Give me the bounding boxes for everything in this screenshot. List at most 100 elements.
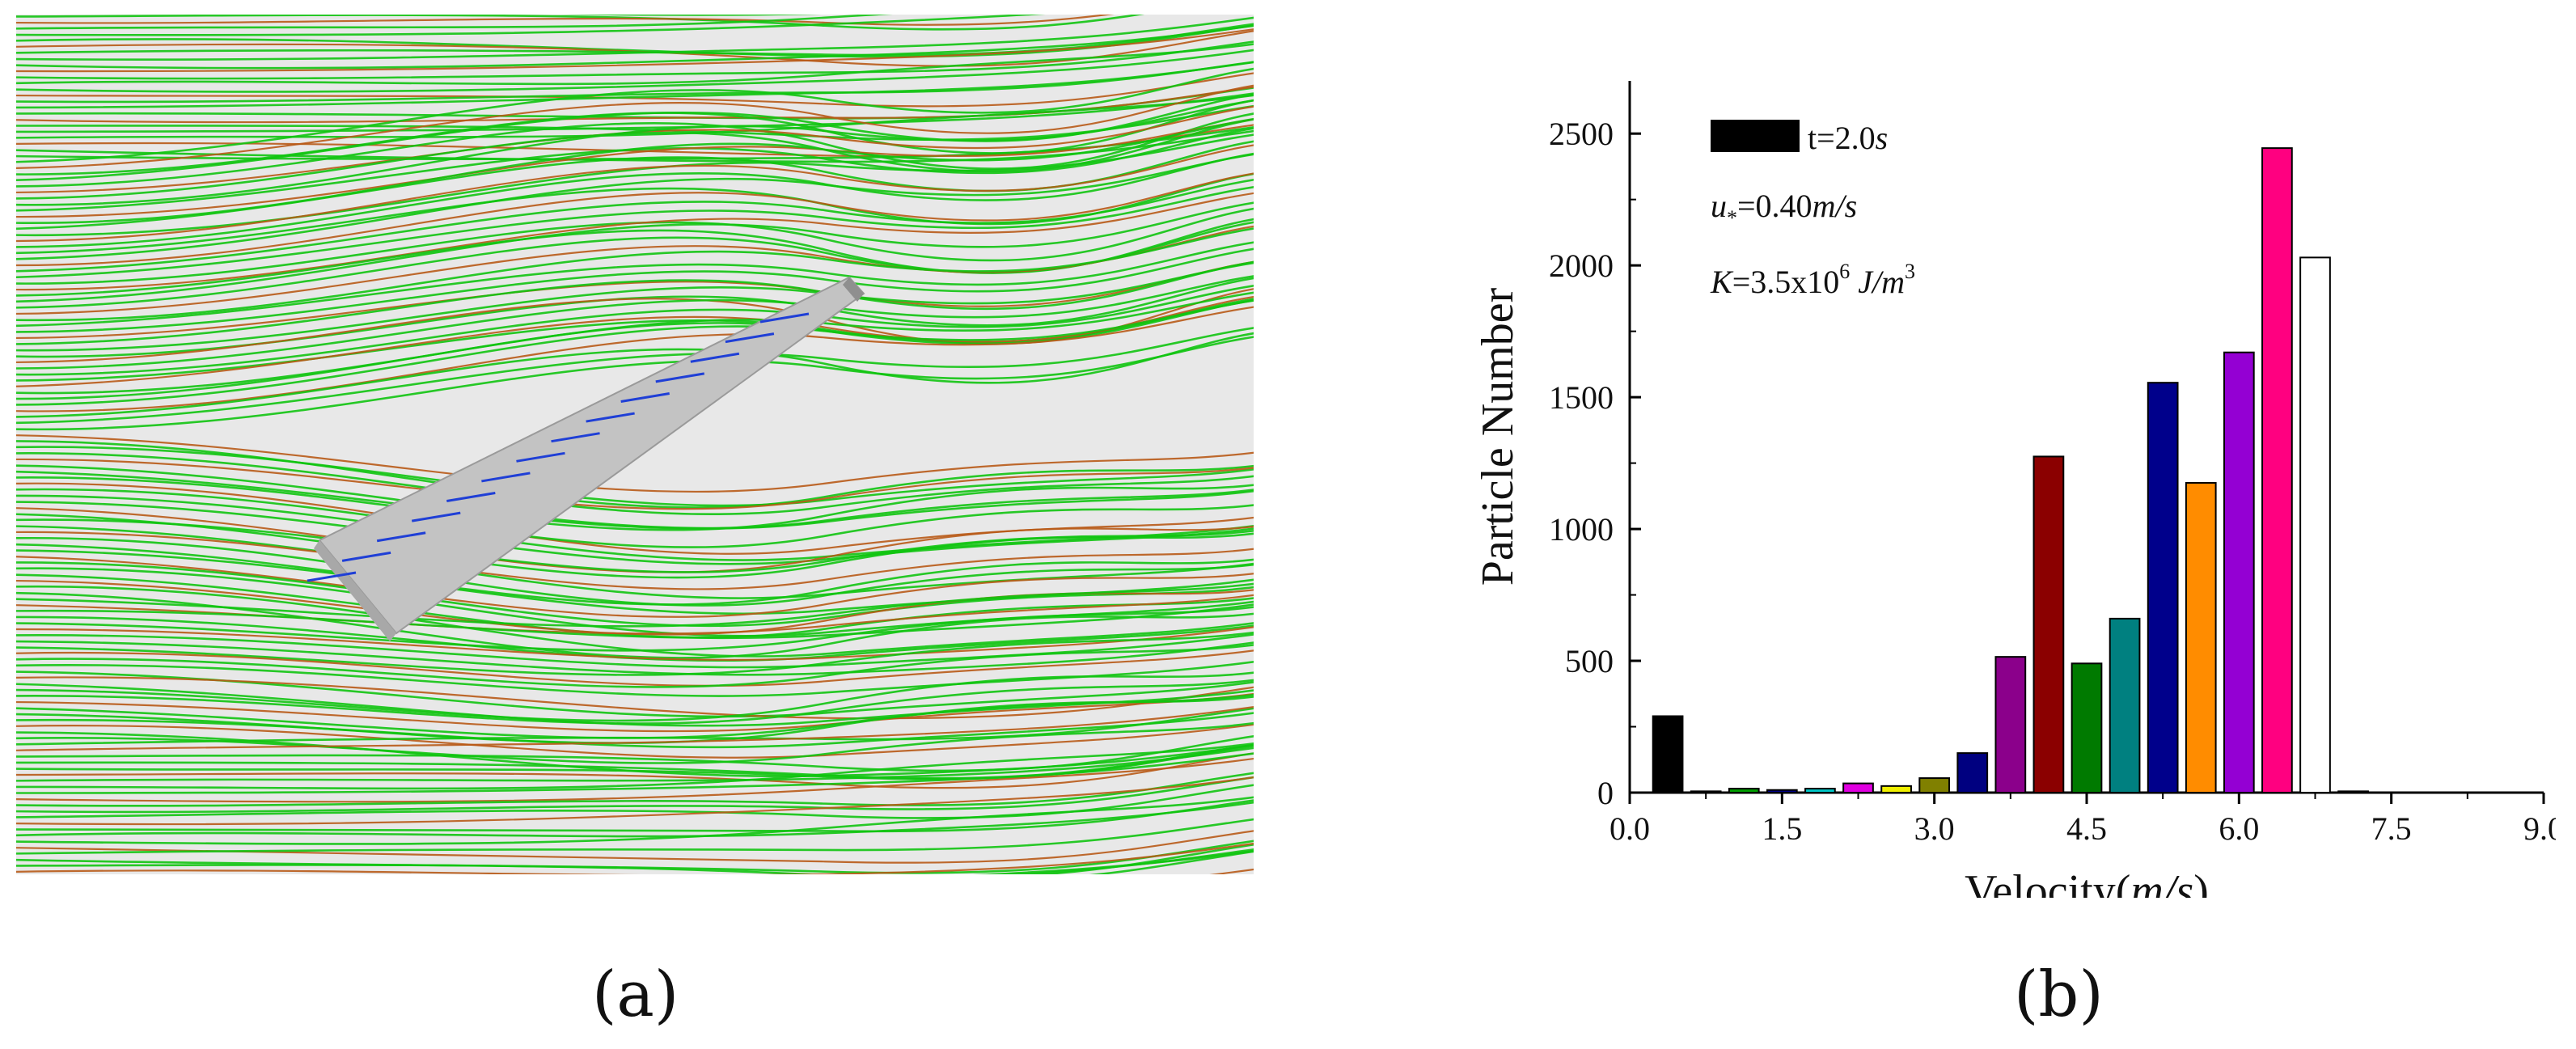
streamline (16, 172, 1254, 267)
streamline (16, 458, 1254, 510)
streamline (16, 30, 1254, 67)
streamline (16, 192, 1254, 291)
x-tick-label: 7.5 (2371, 810, 2412, 847)
streamline (16, 140, 1254, 231)
velocity-vector (516, 451, 565, 463)
streamline (16, 649, 1254, 687)
histogram-bar (2223, 351, 2255, 794)
histogram-bar (2109, 617, 2141, 794)
streamline (16, 744, 1254, 780)
streamline-plot (16, 15, 1254, 874)
streamline (16, 507, 1254, 573)
streamline (1089, 850, 1254, 874)
y-tick-label: 2000 (1549, 247, 1614, 284)
x-tick-label: 9.0 (2523, 810, 2556, 847)
streamline (16, 603, 1254, 640)
panel-b-caption: (b) (2014, 958, 2104, 1031)
histogram-bar (1728, 788, 1760, 793)
velocity-vector (307, 571, 357, 582)
streamline (16, 531, 1254, 590)
streamline (16, 631, 1254, 676)
histogram-bar (2071, 662, 2103, 794)
velocity-vector (376, 531, 426, 543)
streamline (16, 644, 1254, 688)
velocity-vector (690, 352, 740, 363)
streamline (16, 513, 1254, 579)
streamline (16, 633, 1254, 669)
streamline (16, 179, 1254, 273)
streamline (16, 201, 1254, 303)
plate-side (314, 540, 396, 641)
x-tick-label: 4.5 (2066, 810, 2107, 847)
streamline (16, 153, 1254, 260)
streamline (16, 24, 1254, 70)
histogram-bar (2299, 256, 2331, 793)
velocity-vector (341, 551, 391, 562)
y-tick-label: 1500 (1549, 379, 1614, 416)
streamline (16, 43, 1254, 86)
velocity-vector (725, 332, 775, 344)
velocity-vector (481, 472, 531, 483)
histogram-bar (2185, 482, 2217, 793)
streamline (974, 849, 1254, 874)
legend-entry-time: t=2.0s (1808, 120, 1888, 156)
chart-tick-labels: 0 500 1000 1500 2000 2500 0.0 1.5 3.0 4.5 6.0 7.5 9.… (1549, 116, 2556, 847)
histogram-bar (1842, 782, 1874, 793)
streamline (16, 706, 1254, 751)
streamline (16, 16, 1254, 61)
histogram-bar (2261, 147, 2293, 794)
legend-entry-bond-energy: K=3.5x106 J/m3 (1710, 260, 1915, 300)
streamline (16, 221, 1254, 309)
streamline (16, 247, 1254, 333)
streamline (16, 482, 1254, 555)
streamline (16, 84, 1254, 169)
histogram-bar (1880, 785, 1912, 794)
streamline (16, 776, 1254, 826)
streamline (16, 801, 1254, 838)
x-axis-label: Velocity(m/s) (1965, 866, 2209, 898)
streamline (16, 830, 1254, 864)
streamline (16, 93, 1254, 181)
y-axis-label: Particle Number (1473, 287, 1523, 586)
streamline (16, 660, 1254, 697)
x-tick-label: 0.0 (1609, 810, 1650, 847)
streamline (16, 582, 1254, 628)
streamline (16, 49, 1254, 93)
legend-swatch (1711, 120, 1800, 152)
chart-legend: t=2.0s u*=0.40m/s K=3.5x106 J/m3 (1710, 120, 1915, 300)
streamline (16, 99, 1254, 206)
histogram-bar (2147, 382, 2179, 793)
panel-a-caption: (a) (592, 958, 679, 1031)
streamline (16, 735, 1254, 772)
streamline (16, 299, 1254, 406)
streamline (16, 275, 1254, 370)
legend-entry-friction-velocity: u*=0.40m/s (1711, 188, 1857, 230)
chart-bars (1652, 147, 2369, 794)
streamline (16, 28, 1254, 73)
streamline (16, 40, 1254, 80)
streamline (16, 723, 1254, 759)
streamline (16, 285, 1254, 376)
streamline (16, 261, 1254, 352)
histogram-bar (1918, 777, 1951, 794)
streamline (16, 118, 1254, 218)
streamline (16, 227, 1254, 322)
streamline (16, 692, 1254, 733)
streamline (16, 104, 1254, 142)
y-tick-label: 500 (1565, 643, 1614, 679)
inclined-plate (314, 276, 865, 641)
streamline (16, 606, 1254, 652)
streamline (16, 776, 1254, 814)
velocity-histogram-chart: 0 500 1000 1500 2000 2500 0.0 1.5 3.0 4.5 6.0 7.5 9.… (1473, 81, 2556, 898)
velocity-vector (655, 372, 705, 383)
streamlines (16, 15, 1254, 874)
velocity-vector (446, 492, 496, 503)
streamline (16, 15, 1047, 36)
streamline (16, 241, 1254, 328)
streamline (16, 105, 1254, 194)
streamline (16, 476, 1254, 531)
streamline (16, 260, 1254, 345)
streamline (16, 671, 1254, 722)
streamline (16, 452, 1254, 516)
histogram-bar (1690, 790, 1722, 793)
